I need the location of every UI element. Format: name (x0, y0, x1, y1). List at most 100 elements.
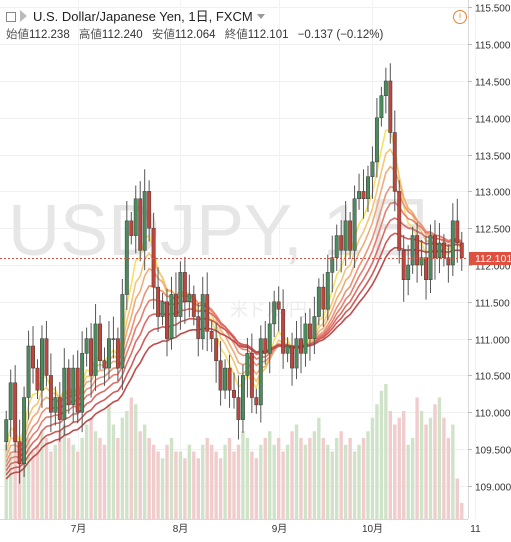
candle-body[interactable] (343, 220, 348, 251)
candle-body[interactable] (80, 353, 85, 413)
candle-body[interactable] (276, 301, 281, 310)
candle-body[interactable] (71, 367, 76, 406)
candle-body[interactable] (196, 316, 201, 339)
candle-body[interactable] (352, 198, 357, 251)
candle-body[interactable] (169, 294, 174, 339)
candle-body[interactable] (218, 360, 223, 391)
candle-body[interactable] (240, 375, 245, 420)
candle-body[interactable] (93, 323, 98, 376)
candle-body[interactable] (348, 220, 353, 251)
candle-body[interactable] (415, 235, 420, 266)
expand-icon[interactable] (6, 12, 16, 22)
candle-body[interactable] (182, 272, 187, 303)
candle-body[interactable] (299, 338, 303, 354)
candle-body[interactable] (57, 397, 62, 420)
candle-body[interactable] (294, 338, 299, 369)
candle-body[interactable] (200, 294, 205, 339)
candle-body[interactable] (258, 338, 263, 406)
candle-body[interactable] (191, 294, 196, 317)
candle-body[interactable] (147, 191, 152, 229)
candle-body[interactable] (84, 338, 89, 354)
candle-body[interactable] (209, 331, 214, 339)
candle-body[interactable] (374, 117, 379, 163)
candle-body[interactable] (232, 389, 236, 398)
candle-body[interactable] (366, 176, 370, 200)
candle-body[interactable] (361, 191, 366, 200)
candle-body[interactable] (62, 367, 67, 420)
candle-body[interactable] (459, 242, 464, 258)
candle-body[interactable] (173, 294, 178, 317)
candle-body[interactable] (107, 338, 111, 369)
candle-body[interactable] (312, 316, 317, 339)
candle-body[interactable] (115, 338, 120, 369)
candle-body[interactable] (254, 397, 259, 406)
candle-body[interactable] (446, 257, 451, 266)
candle-body[interactable] (138, 198, 143, 251)
candle-body[interactable] (334, 235, 339, 258)
candle-body[interactable] (142, 191, 147, 251)
candle-body[interactable] (325, 272, 330, 310)
candle-body[interactable] (290, 345, 295, 369)
candle-body[interactable] (133, 198, 138, 236)
candle-body[interactable] (455, 220, 460, 244)
price-axis[interactable]: 115.500 115.000 114.500 114.000 113.500 113.0… (468, 4, 511, 494)
candle-body[interactable] (89, 338, 94, 376)
candle-body[interactable] (156, 286, 161, 317)
candle-body[interactable] (441, 242, 446, 258)
candle-body[interactable] (160, 301, 165, 317)
candle-body[interactable] (424, 257, 428, 280)
candle-body[interactable] (44, 338, 49, 376)
candle-body[interactable] (178, 272, 183, 317)
candle-body[interactable] (397, 191, 402, 251)
candle-body[interactable] (187, 294, 192, 303)
candle-body[interactable] (111, 338, 116, 340)
candle-body[interactable] (428, 235, 433, 280)
candle-body[interactable] (124, 220, 129, 295)
candle-body[interactable] (450, 220, 455, 266)
candle-body[interactable] (129, 220, 134, 236)
candlesticks[interactable] (4, 63, 464, 484)
candle-body[interactable] (321, 286, 326, 310)
candle-body[interactable] (223, 367, 228, 391)
candle-body[interactable] (35, 367, 40, 391)
candle-body[interactable] (8, 382, 13, 420)
time-axis[interactable]: 7月 8月 9月 10月 11 (71, 523, 481, 535)
candle-body[interactable] (249, 353, 254, 398)
candle-body[interactable] (303, 323, 308, 354)
candle-body[interactable] (410, 235, 415, 266)
candle-body[interactable] (75, 367, 80, 413)
candle-body[interactable] (245, 353, 250, 376)
candle-body[interactable] (98, 323, 102, 361)
candle-body[interactable] (102, 360, 107, 369)
candle-body[interactable] (22, 397, 27, 465)
candle-body[interactable] (392, 132, 397, 192)
candle-body[interactable] (4, 419, 9, 442)
candle-body[interactable] (339, 235, 344, 251)
candle-body[interactable] (17, 441, 22, 465)
candle-body[interactable] (357, 191, 361, 200)
candle-body[interactable] (383, 80, 388, 96)
candle-body[interactable] (227, 367, 232, 391)
candle-body[interactable] (53, 397, 58, 413)
candle-body[interactable] (120, 294, 125, 369)
alert-icon[interactable]: ! (453, 10, 467, 24)
candle-body[interactable] (205, 294, 210, 332)
candle-body[interactable] (272, 301, 277, 325)
candle-body[interactable] (267, 323, 272, 354)
candle-body[interactable] (419, 257, 424, 266)
candle-body[interactable] (40, 338, 44, 391)
candle-body[interactable] (151, 227, 156, 288)
chevron-down-icon[interactable] (256, 14, 265, 19)
candle-body[interactable] (433, 235, 437, 258)
candle-body[interactable] (388, 80, 393, 133)
candle-body[interactable] (165, 301, 169, 339)
candle-body[interactable] (406, 264, 411, 280)
candle-body[interactable] (285, 345, 290, 354)
candle-body[interactable] (66, 367, 71, 406)
candle-body[interactable] (13, 382, 18, 442)
candle-body[interactable] (330, 257, 335, 273)
candle-body[interactable] (214, 338, 219, 361)
candle-body[interactable] (437, 242, 442, 258)
symbol-title[interactable]: U.S. Dollar/Japanese Yen, 1日, FXCM (33, 9, 253, 24)
